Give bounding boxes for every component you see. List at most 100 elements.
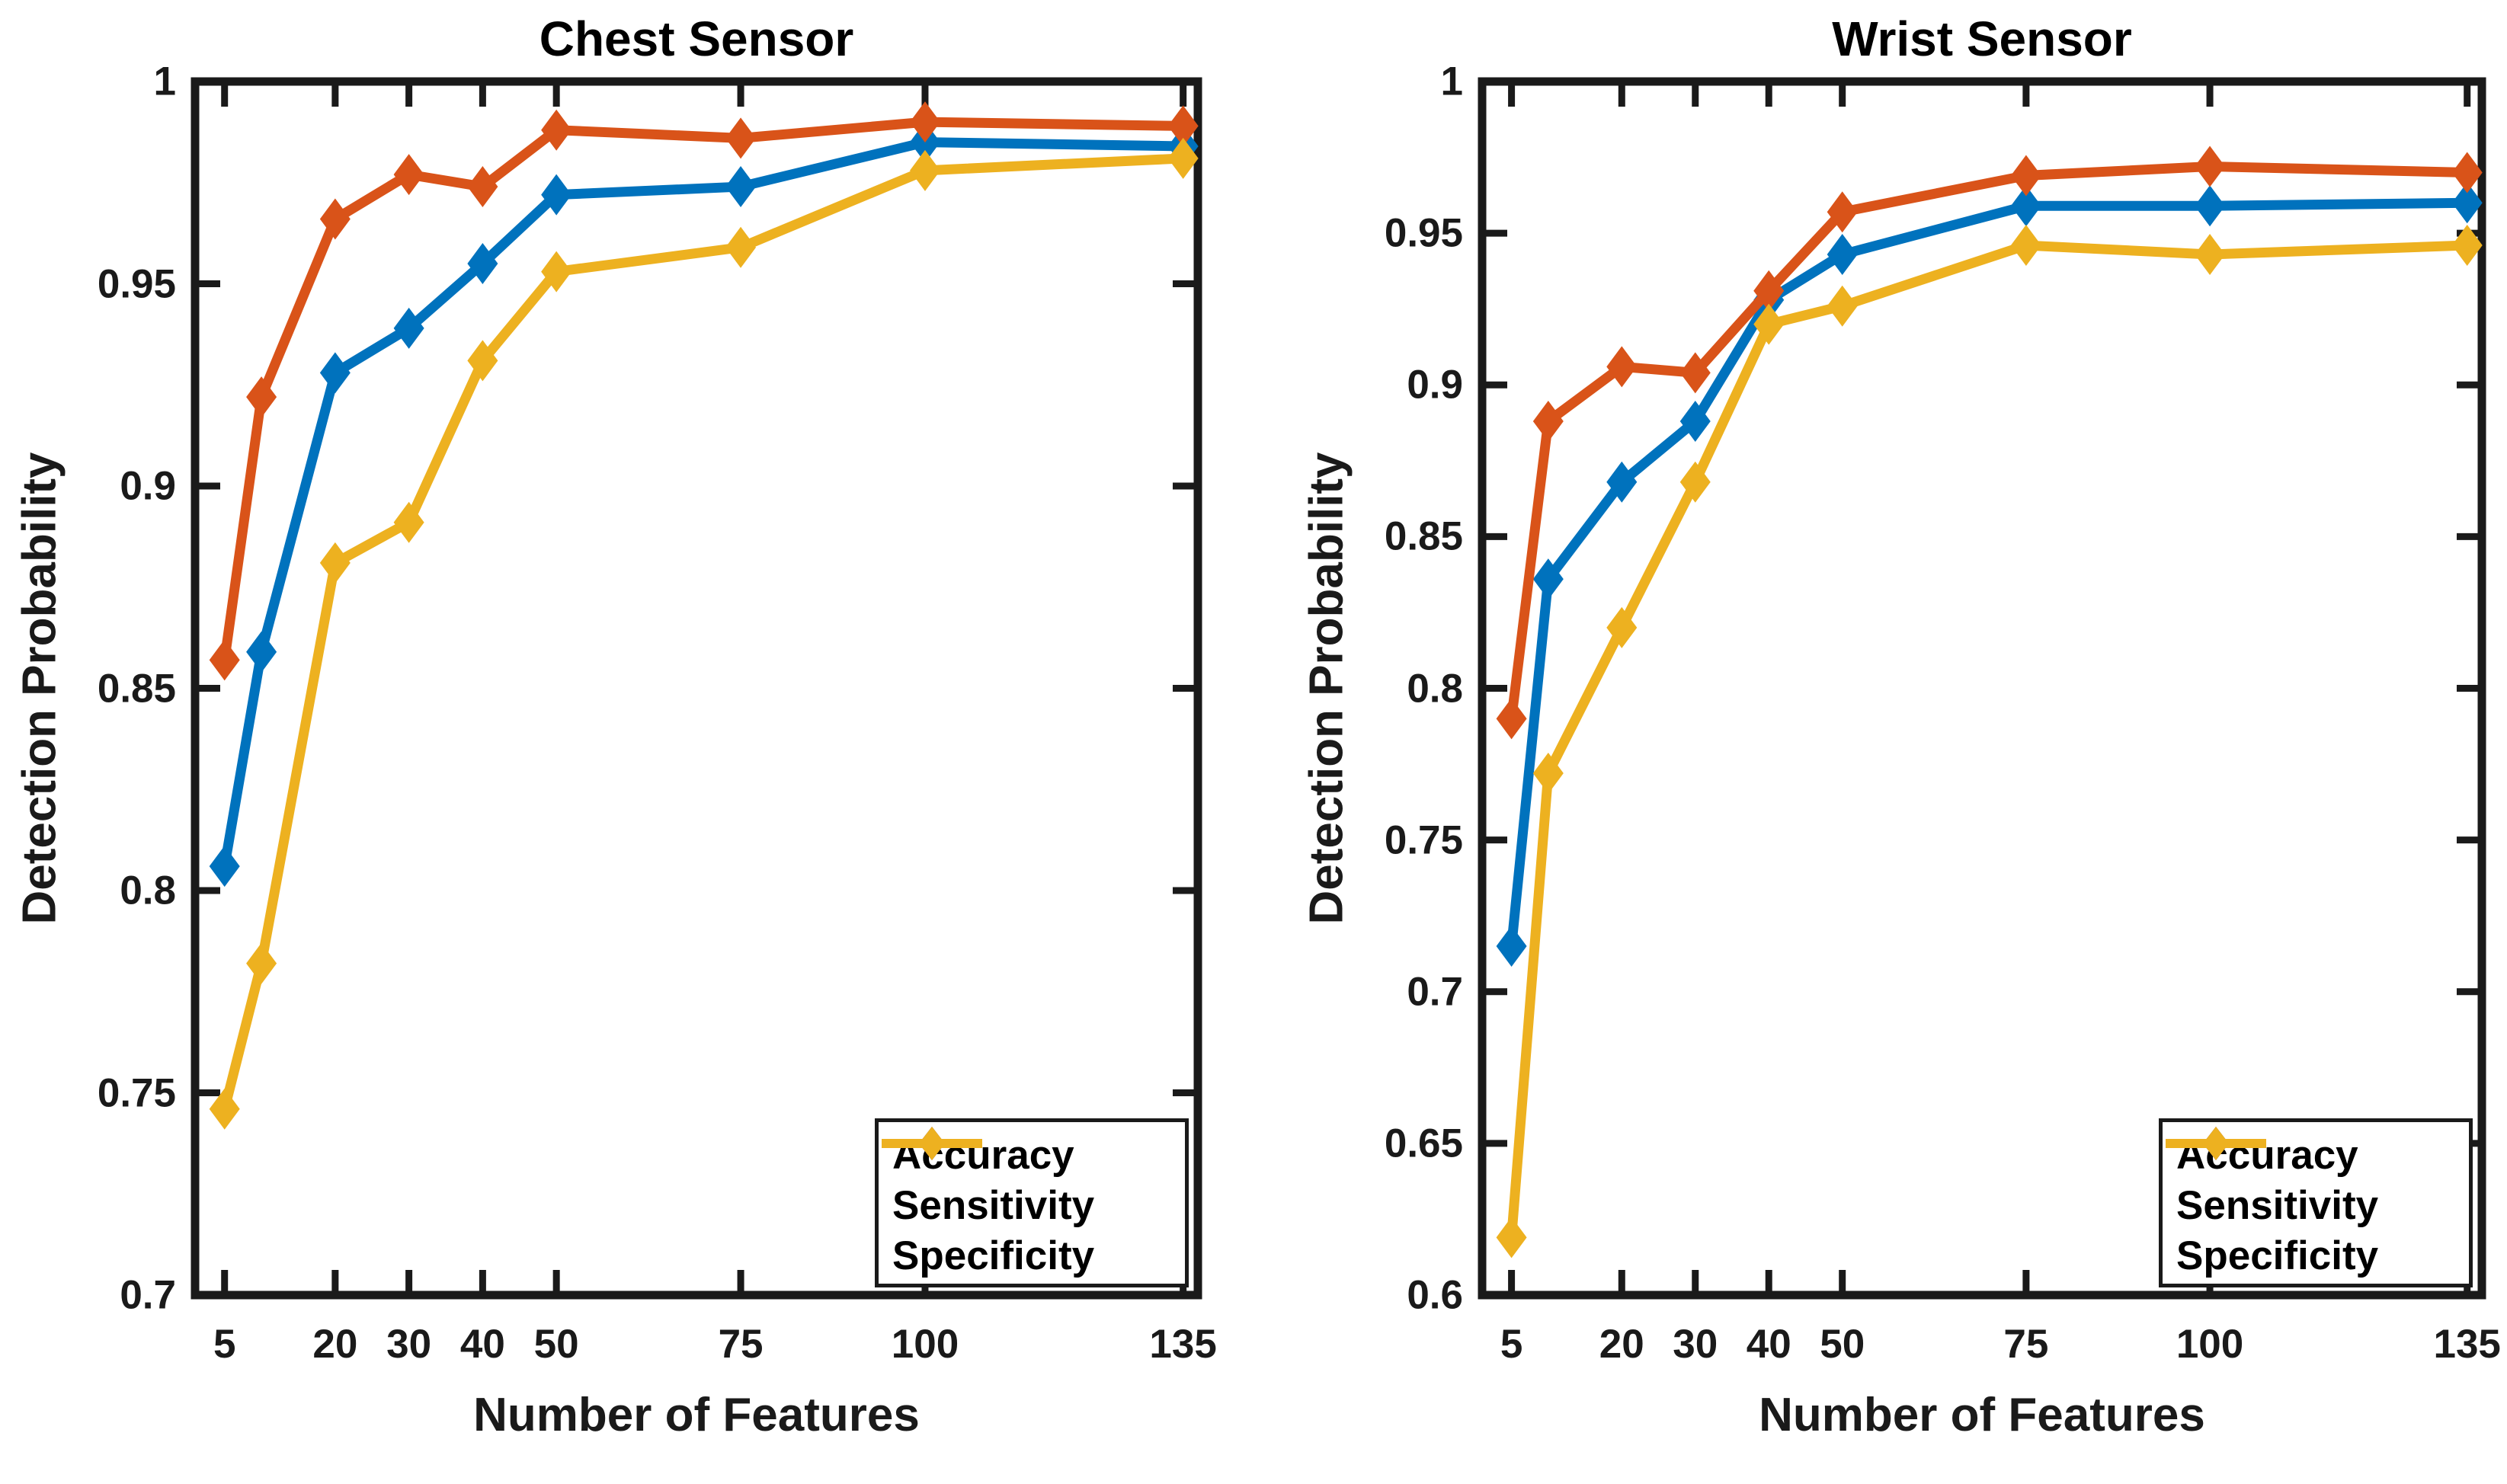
axes-box — [191, 77, 1202, 1300]
legend-item-sensitivity: Sensitivity — [882, 1127, 1176, 1230]
plot-area — [191, 77, 1202, 1300]
specificity-marker — [1679, 461, 1711, 503]
x-tick-label: 135 — [1149, 1322, 1217, 1367]
specificity-legend-marker-icon — [882, 1127, 982, 1160]
legend-label: Specificity — [892, 1233, 1095, 1278]
sensitivity-marker — [1827, 191, 1858, 233]
y-tick-label: 0.75 — [97, 1070, 176, 1115]
sensitivity-marker — [209, 639, 240, 681]
sensitivity-marker — [393, 154, 424, 196]
sensitivity-line — [219, 117, 1183, 661]
specificity-line — [219, 153, 1183, 1111]
specificity-marker — [1167, 137, 1199, 179]
chart-title: Chest Sensor — [539, 11, 854, 66]
specificity-marker — [541, 251, 572, 293]
accuracy-line — [1506, 197, 2467, 947]
y-tick-label: 0.75 — [1384, 817, 1463, 863]
x-axis-label: Number of Features — [473, 1389, 920, 1441]
y-tick-label: 0.7 — [120, 1272, 176, 1318]
x-tick-label: 40 — [1746, 1322, 1791, 1367]
sensitivity-marker — [1753, 270, 1785, 312]
x-tick-label: 5 — [213, 1322, 236, 1367]
y-tick-label: 0.8 — [1407, 666, 1463, 711]
specificity-legend-marker-icon — [2166, 1127, 2266, 1160]
sensitivity-marker — [2010, 155, 2041, 197]
accuracy-marker — [1606, 461, 1638, 503]
y-tick-label: 1 — [1440, 59, 1463, 104]
specificity-marker — [2195, 234, 2226, 276]
sensitivity-marker — [1532, 401, 1564, 443]
sensitivity-marker — [1167, 105, 1199, 147]
x-tick-label: 30 — [386, 1322, 432, 1367]
x-tick-label: 20 — [1599, 1322, 1644, 1367]
specificity-marker — [725, 226, 757, 268]
y-tick-label: 0.95 — [97, 261, 176, 306]
y-tick-label: 0.65 — [1384, 1121, 1463, 1166]
specificity-marker — [209, 1088, 240, 1130]
accuracy-marker — [393, 307, 424, 349]
specificity-marker — [1606, 606, 1638, 648]
specificity-marker — [1827, 285, 1858, 327]
accuracy-marker — [541, 174, 572, 216]
x-tick-label: 5 — [1500, 1322, 1523, 1367]
y-tick-label: 0.85 — [97, 666, 176, 711]
sensitivity-marker — [467, 166, 498, 208]
accuracy-marker — [1827, 234, 1858, 276]
accuracy-marker — [1679, 401, 1711, 443]
x-axis-label: Number of Features — [1759, 1389, 2205, 1441]
x-tick-label: 30 — [1673, 1322, 1718, 1367]
legend-label: Sensitivity — [892, 1182, 1095, 1228]
specificity-marker — [1753, 303, 1785, 345]
specificity-marker — [393, 501, 424, 543]
y-tick-label: 0.6 — [1407, 1272, 1463, 1318]
x-tick-label: 20 — [312, 1322, 358, 1367]
chart-title: Wrist Sensor — [1832, 11, 2132, 66]
sensitivity-marker — [2195, 146, 2226, 187]
legend-item-specificity: Specificity — [882, 1127, 1176, 1281]
sensitivity-marker — [1496, 698, 1527, 740]
accuracy-marker — [2010, 185, 2041, 227]
specificity-marker — [1532, 753, 1564, 795]
y-tick-label: 1 — [153, 59, 176, 104]
sensitivity-marker — [246, 376, 277, 418]
x-tick-label: 50 — [1820, 1322, 1865, 1367]
accuracy-marker — [725, 166, 757, 208]
accuracy-marker — [1532, 558, 1564, 600]
chest-sensor-chart: Chest Sensor Detection Probability Numbe… — [14, 11, 1217, 1441]
accuracy-marker — [2195, 185, 2226, 227]
specificity-marker — [2451, 225, 2483, 267]
y-tick-label: 0.85 — [1384, 513, 1463, 559]
specificity-marker — [467, 340, 498, 382]
x-tick-label: 75 — [2003, 1322, 2049, 1367]
legend: Accuracy Sensitivity Specificity — [2159, 1118, 2473, 1287]
wrist-sensor-chart: Wrist Sensor Detection Probability Numbe… — [1254, 0, 2507, 1484]
accuracy-marker — [1496, 926, 1527, 967]
x-tick-label: 50 — [533, 1322, 579, 1367]
specificity-marker — [909, 149, 940, 191]
specificity-marker — [319, 542, 351, 584]
y-tick-label: 0.95 — [1384, 210, 1463, 256]
x-tick-label: 75 — [718, 1322, 764, 1367]
y-tick-label: 0.9 — [1407, 362, 1463, 408]
sensitivity-marker — [725, 117, 757, 159]
legend-item-specificity: Specificity — [2166, 1127, 2460, 1281]
sensitivity-marker — [909, 101, 940, 143]
sensitivity-marker — [2451, 152, 2483, 193]
legend-label: Sensitivity — [2176, 1182, 2379, 1228]
y-tick-label: 0.7 — [1407, 969, 1463, 1015]
accuracy-marker — [2451, 182, 2483, 224]
y-tick-label: 0.8 — [120, 868, 176, 913]
y-tick-label: 0.9 — [120, 463, 176, 509]
sensitivity-marker — [319, 198, 351, 240]
specificity-marker — [2010, 225, 2041, 267]
specificity-marker — [246, 942, 277, 984]
accuracy-marker — [319, 352, 351, 394]
sensitivity-marker — [1606, 346, 1638, 388]
accuracy-marker — [467, 242, 498, 284]
x-tick-label: 40 — [459, 1322, 505, 1367]
specificity-line — [1506, 240, 2467, 1238]
plot-area — [1478, 77, 2486, 1300]
specificity-marker — [1496, 1217, 1527, 1259]
legend-item-sensitivity: Sensitivity — [2166, 1127, 2460, 1230]
